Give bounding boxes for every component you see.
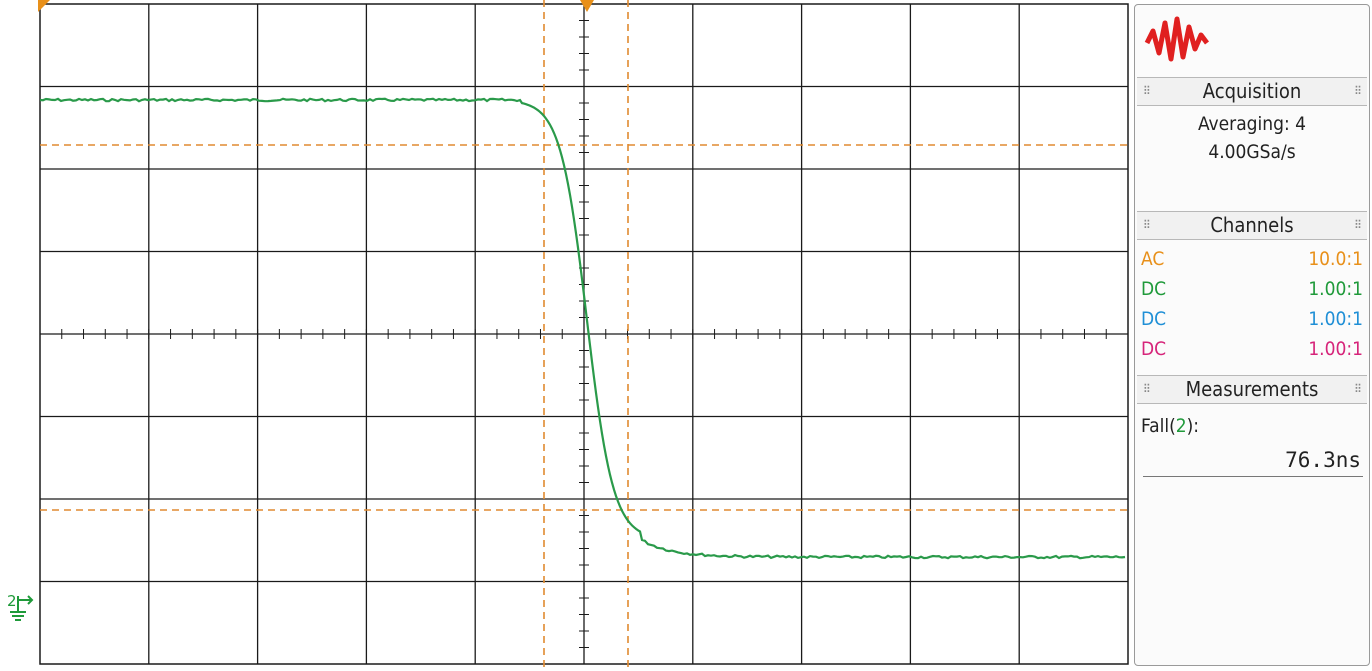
- channel-coupling: DC: [1141, 308, 1167, 330]
- left-reference-marker: [38, 0, 50, 12]
- channel-coupling: DC: [1141, 278, 1167, 300]
- channel-2-ground-marker[interactable]: 2: [4, 590, 36, 630]
- measurement-label[interactable]: Fall(2):: [1141, 415, 1199, 437]
- channel-probe-ratio: 1.00:1: [1308, 308, 1363, 330]
- drag-handle-icon[interactable]: ⠿: [1143, 84, 1151, 98]
- drag-handle-icon[interactable]: ⠿: [1143, 218, 1151, 232]
- measurements-header[interactable]: ⠿ Measurements ⠿: [1137, 375, 1367, 404]
- channel-2-trace: [39, 97, 1126, 560]
- acquisition-title: Acquisition: [1202, 79, 1302, 103]
- channel-row[interactable]: AC 10.0:1: [1141, 245, 1363, 273]
- measurement-cursors: [40, 0, 1128, 668]
- measurement-channel: 2: [1175, 415, 1187, 437]
- ground-channel-number: 2: [7, 592, 17, 610]
- drag-handle-icon[interactable]: ⠿: [1354, 84, 1362, 98]
- drag-handle-icon[interactable]: ⠿: [1143, 382, 1151, 396]
- drag-handle-icon[interactable]: ⠿: [1354, 382, 1362, 396]
- measurement-divider: [1143, 476, 1363, 477]
- side-panel: ⠿ Acquisition ⠿ Averaging: 4 4.00GSa/s ⠿…: [1134, 4, 1370, 666]
- waveform-logo-icon: [1144, 16, 1209, 62]
- channel-row[interactable]: DC 1.00:1: [1141, 335, 1363, 363]
- center-axis-ticks: [39, 3, 1129, 665]
- channel-row[interactable]: DC 1.00:1: [1141, 305, 1363, 333]
- channel-coupling: DC: [1141, 338, 1167, 360]
- channel-row[interactable]: DC 1.00:1: [1141, 275, 1363, 303]
- measurement-name: Fall(: [1141, 415, 1176, 437]
- channel-coupling: AC: [1141, 248, 1165, 270]
- measurement-name-end: ):: [1186, 415, 1200, 437]
- channel-probe-ratio: 1.00:1: [1308, 338, 1363, 360]
- channels-header[interactable]: ⠿ Channels ⠿: [1137, 211, 1367, 240]
- ground-icon: [10, 596, 26, 621]
- acquisition-mode: Averaging: 4: [1197, 113, 1307, 135]
- channel-probe-ratio: 1.00:1: [1308, 278, 1363, 300]
- channel-probe-ratio: 10.0:1: [1308, 248, 1363, 270]
- measurement-value: 76.3ns: [1285, 448, 1361, 472]
- sample-rate: 4.00GSa/s: [1208, 141, 1296, 163]
- trigger-position-marker[interactable]: [580, 0, 594, 12]
- oscilloscope-display: [38, 0, 1129, 668]
- drag-handle-icon[interactable]: ⠿: [1354, 218, 1362, 232]
- ground-arrow-icon: [18, 595, 34, 605]
- measurements-title: Measurements: [1185, 377, 1319, 401]
- channels-title: Channels: [1210, 213, 1294, 237]
- acquisition-header[interactable]: ⠿ Acquisition ⠿: [1137, 77, 1367, 106]
